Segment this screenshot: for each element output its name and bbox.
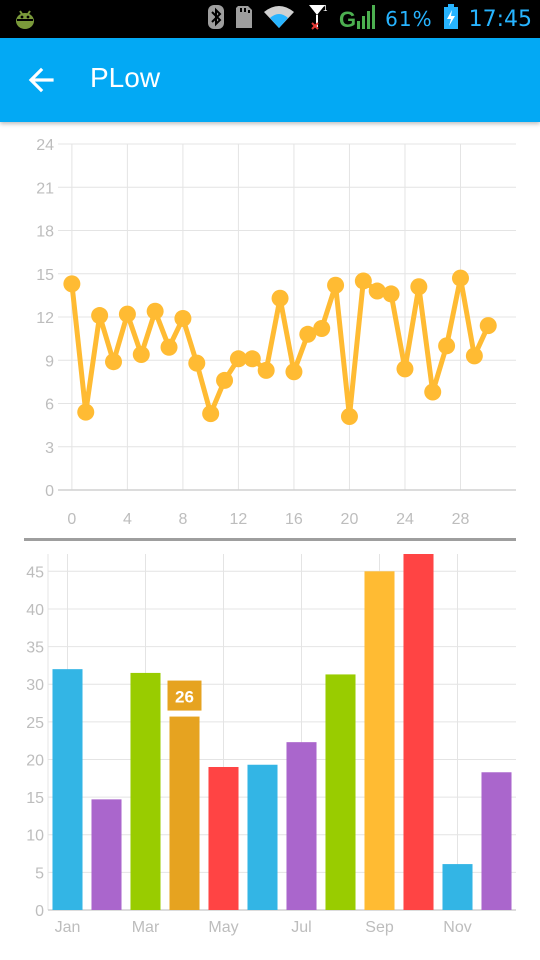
data-point[interactable] bbox=[272, 290, 289, 307]
bar[interactable] bbox=[442, 864, 472, 910]
bar[interactable] bbox=[325, 674, 355, 910]
bar-chart-bars: 26 bbox=[52, 554, 511, 910]
app-bar: PLow bbox=[0, 38, 540, 122]
chart-divider bbox=[24, 538, 516, 541]
y-tick-label: 40 bbox=[26, 602, 44, 619]
y-tick-label: 10 bbox=[26, 828, 44, 845]
y-tick-label: 15 bbox=[26, 790, 44, 807]
svg-text:G: G bbox=[339, 7, 356, 31]
y-tick-label: 30 bbox=[26, 677, 44, 694]
y-tick-label: 18 bbox=[36, 224, 54, 241]
debug-android-icon bbox=[12, 6, 38, 36]
battery-charging-icon bbox=[443, 4, 459, 34]
bar[interactable] bbox=[286, 742, 316, 910]
sd-card-icon bbox=[235, 5, 253, 33]
data-point[interactable] bbox=[133, 346, 150, 363]
x-tick-label: 16 bbox=[285, 511, 303, 528]
x-tick-label: Mar bbox=[132, 919, 160, 936]
data-point[interactable] bbox=[147, 303, 164, 320]
bar-chart[interactable]: 26 0 5 10 15 20 25 30 35 40 45 Jan Mar May Jul Sep Nov bbox=[0, 544, 540, 958]
bar[interactable] bbox=[52, 669, 82, 910]
x-tick-label: Nov bbox=[443, 919, 471, 936]
bar[interactable] bbox=[247, 765, 277, 910]
y-tick-label: 20 bbox=[26, 752, 44, 769]
x-tick-label: May bbox=[208, 919, 238, 936]
x-tick-label: 4 bbox=[123, 511, 132, 528]
y-tick-label: 45 bbox=[26, 564, 44, 581]
line-chart[interactable]: 0 3 6 9 12 15 18 21 24 0 4 8 12 16 20 24 28 bbox=[0, 128, 540, 538]
x-tick-label: 0 bbox=[67, 511, 76, 528]
data-point[interactable] bbox=[258, 362, 275, 379]
battery-percent: 61% bbox=[385, 7, 432, 31]
page-title: PLow bbox=[90, 62, 160, 94]
y-tick-label: 9 bbox=[45, 353, 54, 370]
bar[interactable] bbox=[403, 554, 433, 910]
no-signal-icon: 1 bbox=[305, 3, 329, 35]
x-tick-label: Jan bbox=[55, 919, 81, 936]
data-point[interactable] bbox=[313, 320, 330, 337]
y-tick-label: 15 bbox=[36, 267, 54, 284]
bar[interactable] bbox=[169, 717, 199, 910]
wifi-icon bbox=[263, 4, 295, 34]
data-point[interactable] bbox=[341, 408, 358, 425]
data-point[interactable] bbox=[216, 372, 233, 389]
cell-signal-icon: G bbox=[339, 3, 375, 35]
bar[interactable] bbox=[481, 772, 511, 910]
bar[interactable] bbox=[364, 571, 394, 910]
data-point[interactable] bbox=[119, 306, 136, 323]
back-button[interactable] bbox=[22, 60, 62, 100]
y-tick-label: 25 bbox=[26, 715, 44, 732]
data-point[interactable] bbox=[410, 278, 427, 295]
data-point[interactable] bbox=[327, 277, 344, 294]
arrow-back-icon bbox=[22, 60, 62, 100]
clock: 17:45 bbox=[469, 7, 532, 32]
data-point[interactable] bbox=[480, 317, 497, 334]
data-point[interactable] bbox=[91, 307, 108, 324]
data-point[interactable] bbox=[355, 272, 372, 289]
data-point[interactable] bbox=[466, 347, 483, 364]
y-tick-label: 24 bbox=[36, 137, 54, 154]
svg-text:1: 1 bbox=[323, 4, 328, 13]
data-point[interactable] bbox=[383, 285, 400, 302]
x-tick-label: 12 bbox=[230, 511, 248, 528]
data-point[interactable] bbox=[424, 383, 441, 400]
bar-value-label: 26 bbox=[175, 688, 194, 707]
data-point[interactable] bbox=[188, 355, 205, 372]
y-tick-label: 0 bbox=[35, 903, 44, 920]
x-tick-label: 8 bbox=[178, 511, 187, 528]
x-tick-label: 24 bbox=[396, 511, 414, 528]
bar[interactable] bbox=[130, 673, 160, 910]
status-bar: 1 G 61% 17:45 bbox=[0, 0, 540, 38]
y-tick-label: 21 bbox=[36, 180, 54, 197]
x-tick-label: 20 bbox=[341, 511, 359, 528]
y-tick-label: 0 bbox=[45, 483, 54, 500]
data-point[interactable] bbox=[396, 360, 413, 377]
bar[interactable] bbox=[208, 767, 238, 910]
data-point[interactable] bbox=[63, 275, 80, 292]
y-tick-label: 3 bbox=[45, 440, 54, 457]
line-chart-series bbox=[63, 270, 496, 425]
x-tick-label: 28 bbox=[452, 511, 470, 528]
data-point[interactable] bbox=[438, 337, 455, 354]
data-point[interactable] bbox=[161, 339, 178, 356]
data-point[interactable] bbox=[202, 405, 219, 422]
data-point[interactable] bbox=[244, 350, 261, 367]
data-point[interactable] bbox=[174, 310, 191, 327]
bluetooth-icon bbox=[207, 4, 225, 34]
x-tick-label: Sep bbox=[365, 919, 394, 936]
data-point[interactable] bbox=[105, 353, 122, 370]
data-point[interactable] bbox=[77, 404, 94, 421]
data-point[interactable] bbox=[285, 363, 302, 380]
x-tick-label: Jul bbox=[291, 919, 311, 936]
y-tick-label: 6 bbox=[45, 397, 54, 414]
y-tick-label: 12 bbox=[36, 310, 54, 327]
bar[interactable] bbox=[91, 799, 121, 910]
y-tick-label: 35 bbox=[26, 640, 44, 657]
data-point[interactable] bbox=[452, 270, 469, 287]
y-tick-label: 5 bbox=[35, 865, 44, 882]
